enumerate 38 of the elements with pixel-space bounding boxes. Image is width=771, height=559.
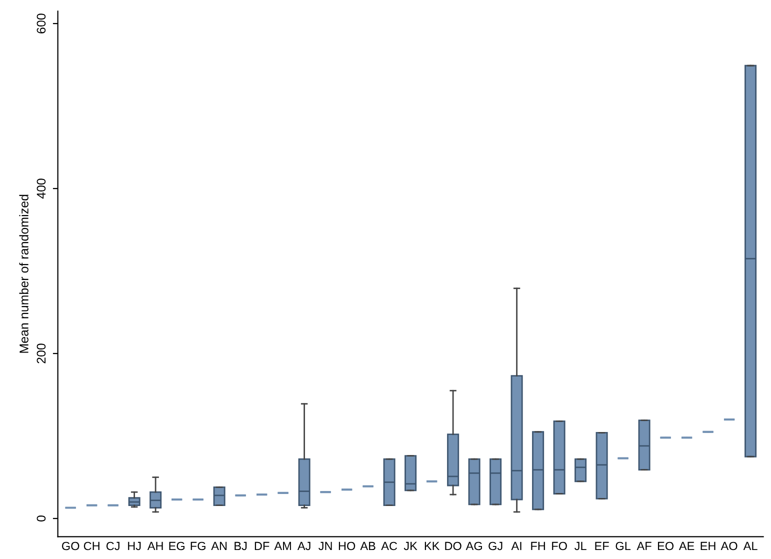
x-tick-label: JN bbox=[318, 542, 332, 550]
x-tick-label: FG bbox=[190, 542, 206, 550]
x-tick-label: GO bbox=[62, 542, 80, 550]
x-tick-label: DO bbox=[445, 542, 462, 550]
x-tick-label: EO bbox=[658, 542, 674, 550]
x-tick-label: BJ bbox=[234, 542, 247, 550]
x-tick-label: KK bbox=[424, 542, 440, 550]
x-tick-label: EG bbox=[169, 542, 184, 550]
x-tick-label: AE bbox=[678, 542, 694, 550]
x-tick-label: AI bbox=[511, 542, 522, 550]
x-tick-label: AH bbox=[147, 542, 163, 550]
x-tick-label: JK bbox=[404, 542, 418, 550]
x-tick-label: FH bbox=[531, 542, 545, 550]
x-tick-label: GL bbox=[616, 542, 631, 550]
x-tick-label: AF bbox=[636, 542, 652, 550]
x-tick-label: AB bbox=[360, 542, 376, 550]
x-tick-label: HO bbox=[338, 542, 356, 550]
x-tick-label: AJ bbox=[297, 542, 310, 550]
x-tick-label: AG bbox=[466, 542, 482, 550]
y-tick-label: 0 bbox=[36, 516, 46, 522]
x-tick-label: EH bbox=[700, 542, 716, 550]
x-tick-label: EF bbox=[595, 542, 609, 550]
x-tick-label: AC bbox=[381, 542, 398, 550]
y-tick-label: 200 bbox=[36, 344, 46, 364]
x-tick-label: CJ bbox=[106, 542, 120, 550]
x-tick-label: AM bbox=[274, 542, 291, 550]
x-tick-label: HJ bbox=[128, 542, 141, 550]
x-tick-label: GJ bbox=[488, 542, 502, 550]
x-tick-label: AO bbox=[720, 542, 738, 550]
y-tick-label: 600 bbox=[36, 14, 46, 34]
y-axis-title: Mean number of randomized bbox=[19, 194, 28, 353]
x-tick-label: AL bbox=[743, 542, 758, 550]
x-tick-label: JL bbox=[574, 542, 586, 550]
x-tick-label: FO bbox=[552, 542, 567, 550]
x-tick-label: CH bbox=[84, 542, 100, 550]
y-tick-label: 400 bbox=[36, 178, 46, 199]
x-tick-label: AN bbox=[211, 542, 227, 550]
x-tick-label: DF bbox=[254, 542, 270, 550]
